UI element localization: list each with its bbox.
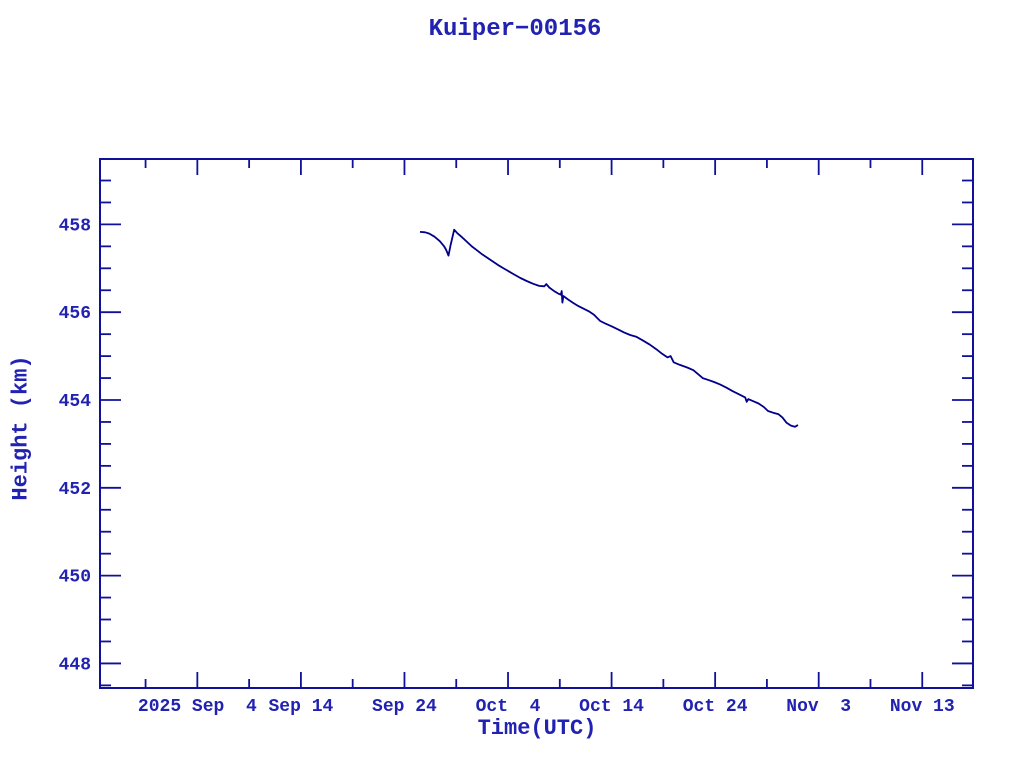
y-tick-label: 452 [59,480,91,500]
x-tick-label: Oct 4 [476,697,541,717]
x-axis-title: Time(UTC) [477,716,597,741]
height-series-line [419,228,799,428]
y-tick-label: 454 [59,392,92,412]
x-tick-label: Nov 3 [786,697,851,717]
plot-frame [99,158,974,689]
x-tick-label: 2025 Sep 4 [138,697,257,717]
x-tick-label: Nov 13 [890,697,955,717]
y-tick-label: 456 [59,304,91,324]
y-tick-label: 458 [59,216,91,236]
y-tick-label: 450 [59,568,91,588]
chart-title: Kuiper−00156 [428,16,602,43]
y-tick-label: 448 [59,655,91,675]
x-tick-label: Sep 14 [268,697,333,717]
x-tick-label: Oct 24 [683,697,748,717]
x-tick-label: Sep 24 [372,697,437,717]
x-tick-label: Oct 14 [579,697,644,717]
